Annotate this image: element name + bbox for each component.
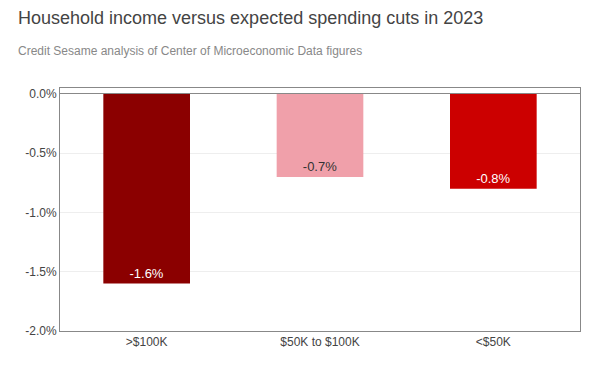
svg-text:Household income versus expect: Household income versus expected spendin… (18, 8, 483, 28)
svg-text:-0.5%: -0.5% (25, 146, 57, 160)
svg-text:-2.0%: -2.0% (25, 324, 57, 338)
svg-text:0.0%: 0.0% (29, 87, 57, 101)
svg-text:<$50K: <$50K (476, 335, 511, 349)
svg-text:Credit Sesame analysis of Cent: Credit Sesame analysis of Center of Micr… (18, 44, 362, 58)
svg-text:-0.8%: -0.8% (476, 171, 510, 186)
svg-text:>$100K: >$100K (126, 335, 168, 349)
svg-text:-0.7%: -0.7% (303, 159, 337, 174)
svg-text:-1.6%: -1.6% (129, 266, 163, 281)
svg-text:-1.5%: -1.5% (25, 265, 57, 279)
svg-text:$50K to $100K: $50K to $100K (280, 335, 359, 349)
svg-text:-1.0%: -1.0% (25, 206, 57, 220)
